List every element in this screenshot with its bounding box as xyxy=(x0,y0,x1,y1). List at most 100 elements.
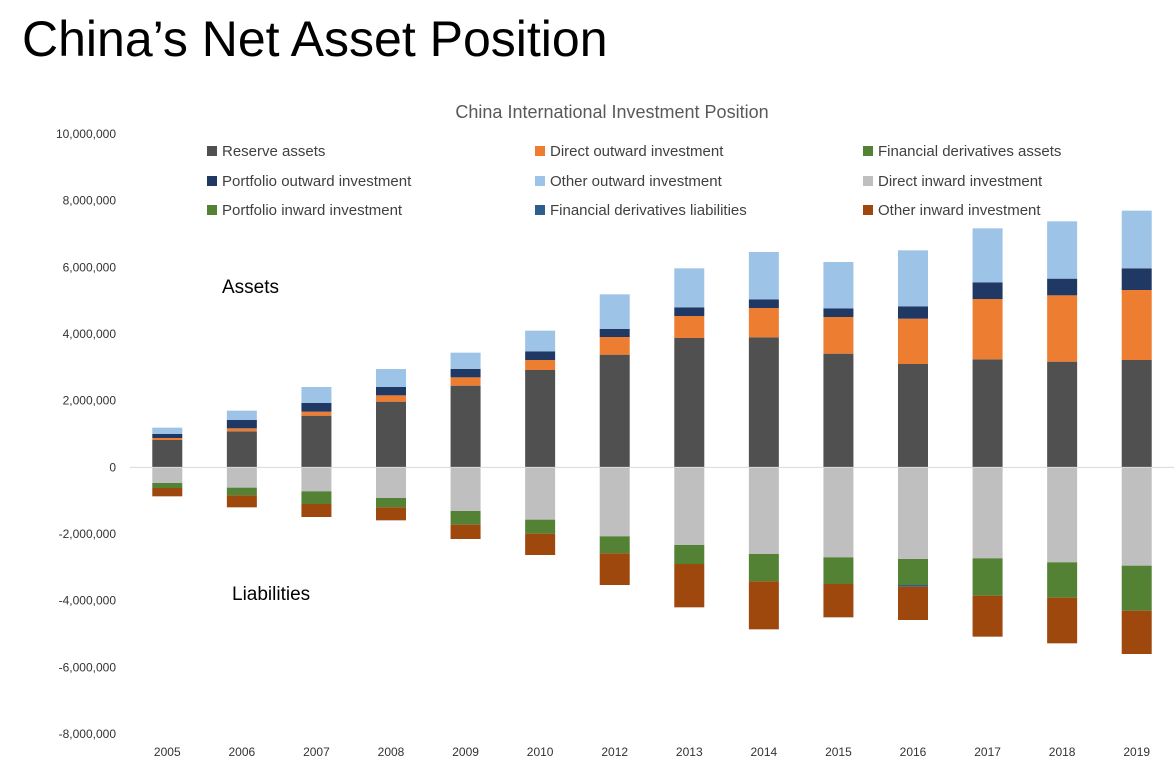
bar-direct-inward-investment-2017 xyxy=(972,467,1003,559)
bar-other-inward-investment-2005 xyxy=(152,488,183,497)
y-tick-label: 4,000,000 xyxy=(63,327,117,341)
bar-reserve-assets-2018 xyxy=(1047,361,1078,468)
bar-other-outward-investment-2006 xyxy=(226,410,257,420)
x-axis: 2005 2006 2007 2008 2009 2010 2012 2013 2014 2015… xyxy=(154,745,1150,759)
y-tick-label: 6,000,000 xyxy=(63,260,117,274)
bar-other-inward-investment-2007 xyxy=(301,504,332,517)
bar-direct-inward-investment-2010 xyxy=(525,467,556,520)
bar-other-outward-investment-2007 xyxy=(301,387,332,403)
bar-portfolio-outward-investment-2017 xyxy=(972,282,1003,299)
bar-other-inward-investment-2008 xyxy=(376,507,406,521)
legend-label-financial-derivatives-liabilities: Financial derivatives liabilities xyxy=(550,202,747,219)
x-tick-label: 2009 xyxy=(452,745,479,759)
legend-label-other-inward-investment: Other inward investment xyxy=(878,202,1041,219)
x-tick-label: 2005 xyxy=(154,745,181,759)
bar-direct-inward-investment-2013 xyxy=(674,467,705,545)
bar-other-inward-investment-2006 xyxy=(226,495,257,508)
bar-direct-outward-investment-2008 xyxy=(376,395,406,402)
bar-portfolio-outward-investment-2019 xyxy=(1121,268,1152,290)
bar-direct-inward-investment-2005 xyxy=(152,467,183,483)
bar-other-outward-investment-2018 xyxy=(1047,221,1078,279)
bar-other-inward-investment-2019 xyxy=(1121,610,1152,654)
bar-reserve-assets-2015 xyxy=(823,353,854,468)
bar-portfolio-inward-investment-2018 xyxy=(1047,562,1078,598)
bar-reserve-assets-2007 xyxy=(301,415,332,468)
bar-other-outward-investment-2013 xyxy=(674,268,705,308)
bar-reserve-assets-2005 xyxy=(152,440,183,468)
bar-direct-outward-investment-2013 xyxy=(674,316,705,338)
y-tick-label: 10,000,000 xyxy=(56,127,116,141)
bar-other-outward-investment-2012 xyxy=(599,294,630,329)
legend-swatch-financial-derivatives-assets xyxy=(863,146,873,156)
bar-direct-outward-investment-2014 xyxy=(748,308,779,338)
bar-reserve-assets-2013 xyxy=(674,338,705,468)
bar-reserve-assets-2008 xyxy=(376,401,406,468)
x-tick-label: 2017 xyxy=(974,745,1001,759)
y-tick-label: 0 xyxy=(109,460,116,474)
bar-portfolio-outward-investment-2016 xyxy=(898,306,928,319)
bar-direct-inward-investment-2008 xyxy=(376,467,406,498)
legend-label-portfolio-outward-investment: Portfolio outward investment xyxy=(222,173,412,190)
bar-reserve-assets-2019 xyxy=(1121,360,1152,468)
bar-other-outward-investment-2009 xyxy=(450,352,481,369)
x-tick-label: 2019 xyxy=(1123,745,1150,759)
bar-reserve-assets-2016 xyxy=(898,364,928,468)
bar-portfolio-inward-investment-2013 xyxy=(674,545,705,564)
legend-label-other-outward-investment: Other outward investment xyxy=(550,173,723,190)
bar-other-inward-investment-2013 xyxy=(674,564,705,608)
bar-portfolio-outward-investment-2005 xyxy=(152,434,183,438)
bar-other-outward-investment-2008 xyxy=(376,369,406,387)
x-tick-label: 2015 xyxy=(825,745,852,759)
bar-direct-inward-investment-2016 xyxy=(898,467,928,559)
bar-other-outward-investment-2010 xyxy=(525,330,556,352)
y-tick-label: -4,000,000 xyxy=(59,594,117,608)
bar-direct-outward-investment-2015 xyxy=(823,317,854,354)
bar-other-inward-investment-2015 xyxy=(823,584,854,618)
bar-portfolio-outward-investment-2007 xyxy=(301,403,332,412)
legend-swatch-direct-outward-investment xyxy=(535,146,545,156)
x-tick-label: 2013 xyxy=(676,745,703,759)
bar-portfolio-inward-investment-2014 xyxy=(748,554,779,582)
legend-swatch-reserve-assets xyxy=(207,146,217,156)
bar-portfolio-inward-investment-2008 xyxy=(376,498,406,508)
bar-direct-outward-investment-2005 xyxy=(152,438,183,440)
bar-direct-inward-investment-2007 xyxy=(301,467,332,492)
legend-swatch-other-outward-investment xyxy=(535,176,545,186)
bar-direct-inward-investment-2014 xyxy=(748,467,779,554)
bar-portfolio-inward-investment-2007 xyxy=(301,491,332,504)
y-tick-label: 8,000,000 xyxy=(63,194,117,208)
bar-other-outward-investment-2019 xyxy=(1121,210,1152,269)
x-tick-label: 2010 xyxy=(527,745,554,759)
bar-direct-inward-investment-2009 xyxy=(450,467,481,511)
y-tick-label: 2,000,000 xyxy=(63,394,117,408)
assets-annotation: Assets xyxy=(222,277,279,298)
x-tick-label: 2006 xyxy=(229,745,256,759)
legend-swatch-portfolio-inward-investment xyxy=(207,205,217,215)
legend-swatch-portfolio-outward-investment xyxy=(207,176,217,186)
x-tick-label: 2016 xyxy=(900,745,927,759)
bar-portfolio-outward-investment-2009 xyxy=(450,369,481,378)
chart-title: China International Investment Position xyxy=(455,102,768,122)
bar-financial-derivatives-liabilities-2016 xyxy=(898,585,928,587)
bar-direct-inward-investment-2006 xyxy=(226,467,257,488)
y-tick-label: -2,000,000 xyxy=(59,527,117,541)
bar-reserve-assets-2010 xyxy=(525,370,556,468)
bar-direct-outward-investment-2010 xyxy=(525,360,556,370)
bar-direct-outward-investment-2007 xyxy=(301,411,332,416)
bar-reserve-assets-2006 xyxy=(226,431,257,468)
legend-label-reserve-assets: Reserve assets xyxy=(222,143,325,160)
bar-portfolio-outward-investment-2012 xyxy=(599,329,630,337)
y-tick-label: -8,000,000 xyxy=(59,727,117,741)
bar-reserve-assets-2012 xyxy=(599,354,630,468)
bar-portfolio-inward-investment-2006 xyxy=(226,487,257,496)
y-axis: 10,000,000 8,000,000 6,000,000 4,000,000 2,0… xyxy=(56,127,116,741)
bar-direct-outward-investment-2018 xyxy=(1047,295,1078,362)
bar-portfolio-outward-investment-2010 xyxy=(525,351,556,360)
bar-portfolio-inward-investment-2017 xyxy=(972,558,1003,596)
y-tick-label: -6,000,000 xyxy=(59,660,117,674)
bar-portfolio-inward-investment-2015 xyxy=(823,557,854,584)
bar-other-inward-investment-2009 xyxy=(450,524,481,539)
bar-other-outward-investment-2005 xyxy=(152,427,183,434)
bar-reserve-assets-2017 xyxy=(972,359,1003,468)
